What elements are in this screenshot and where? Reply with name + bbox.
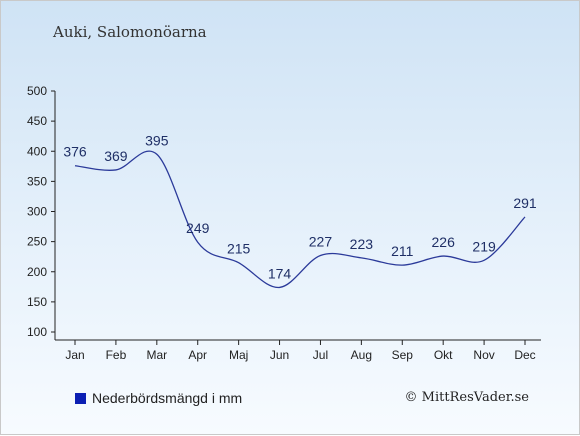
data-label: 249 <box>186 220 210 236</box>
x-tick-label: Maj <box>229 348 248 362</box>
x-tick-label: Jan <box>65 348 84 362</box>
y-tick-label: 300 <box>27 205 47 219</box>
data-label: 219 <box>472 238 496 254</box>
x-tick-label: Jun <box>270 348 289 362</box>
x-tick-label: Sep <box>392 348 414 362</box>
data-labels: 376 369 395 249 215 174 227 223 211 226 219 291 <box>63 132 537 281</box>
credit-text: © MittResVader.se <box>404 390 529 405</box>
x-ticks: Jan Feb Mar Apr Maj Jun Jul Aug Sep Okt Nov Dec <box>65 340 536 362</box>
data-label: 215 <box>227 241 251 257</box>
y-tick-label: 200 <box>27 265 47 279</box>
legend: Nederbördsmängd i mm <box>75 390 242 406</box>
series-line <box>74 150 526 289</box>
x-tick-label: Dec <box>514 348 535 362</box>
y-tick-label: 150 <box>27 295 47 309</box>
x-tick-label: Aug <box>351 348 372 362</box>
y-tick-label: 350 <box>27 174 47 188</box>
y-tick-label: 100 <box>27 325 47 339</box>
data-label: 226 <box>432 234 456 250</box>
chart-title: Auki, Salomonöarna <box>53 23 207 41</box>
data-label: 223 <box>350 236 374 252</box>
x-tick-label: Mar <box>146 348 167 362</box>
axes <box>54 91 541 341</box>
y-tick-label: 500 <box>27 84 47 98</box>
y-tick-label: 450 <box>27 114 47 128</box>
x-tick-label: Jul <box>313 348 328 362</box>
legend-label: Nederbördsmängd i mm <box>92 390 243 406</box>
data-label: 291 <box>513 195 537 211</box>
data-label: 227 <box>309 233 333 249</box>
x-tick-label: Feb <box>106 348 127 362</box>
x-tick-label: Okt <box>434 348 453 362</box>
x-tick-label: Apr <box>188 348 207 362</box>
y-tick-label: 250 <box>27 235 47 249</box>
data-label: 376 <box>63 144 87 160</box>
legend-swatch <box>75 392 86 404</box>
y-ticks: 100 150 200 250 300 350 400 450 500 <box>27 84 55 339</box>
data-label: 211 <box>391 243 414 259</box>
data-label: 369 <box>104 148 128 164</box>
data-label: 174 <box>268 265 292 281</box>
data-label: 395 <box>145 132 169 148</box>
y-tick-label: 400 <box>27 144 47 158</box>
x-tick-label: Nov <box>473 348 494 362</box>
